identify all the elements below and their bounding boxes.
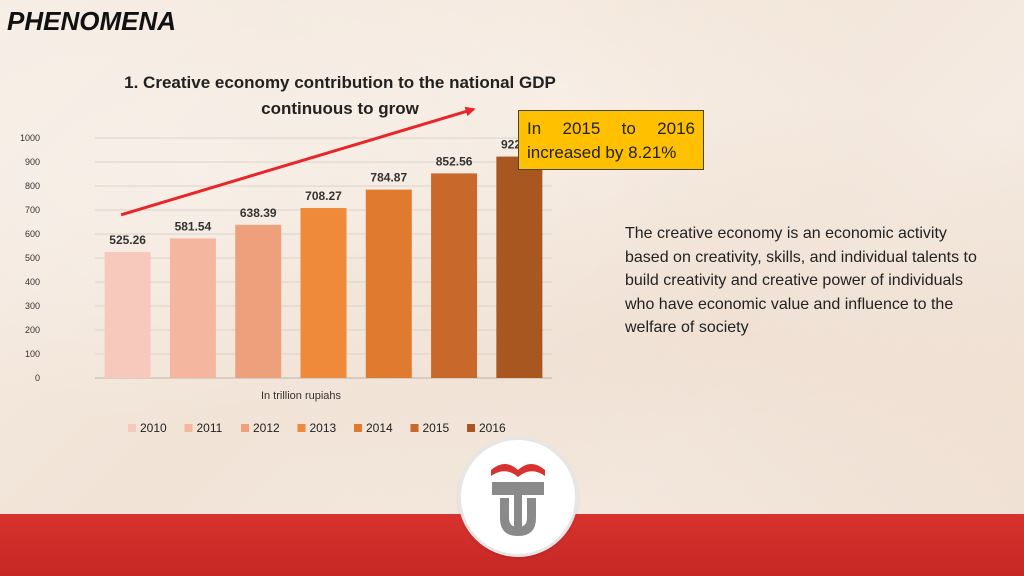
y-tick-label: 1000 xyxy=(20,133,40,143)
y-tick-label: 900 xyxy=(25,157,40,167)
legend-label-2010: 2010 xyxy=(140,421,167,435)
legend-swatch-2013 xyxy=(297,424,306,432)
legend-swatch-2012 xyxy=(241,424,249,432)
legend-label-2016: 2016 xyxy=(479,421,506,435)
y-tick-label: 400 xyxy=(25,277,40,287)
chart-title: 1. Creative economy contribution to the … xyxy=(80,70,600,122)
creative-economy-description: The creative economy is an economic acti… xyxy=(625,225,977,336)
data-label-2012: 638.39 xyxy=(240,206,277,220)
x-axis-label: In trillion rupiahs xyxy=(261,390,342,402)
data-label-2013: 708.27 xyxy=(305,189,342,203)
chart-title-line-1: 1. Creative economy contribution to the … xyxy=(124,73,556,92)
bar-2013 xyxy=(300,208,347,378)
legend-swatch-2015 xyxy=(410,424,419,432)
y-tick-label: 800 xyxy=(25,181,40,191)
y-tick-label: 600 xyxy=(25,229,40,239)
trend-arrow-line xyxy=(120,106,476,217)
y-tick-label: 500 xyxy=(25,253,40,263)
legend-label-2011: 2011 xyxy=(197,421,223,435)
y-axis-ticks: 0 100 200 300 400 500 600 700 800 900 1000 xyxy=(20,133,40,383)
y-tick-label: 200 xyxy=(25,325,40,335)
legend-swatch-2010 xyxy=(128,424,136,432)
legend-label-2012: 2012 xyxy=(253,421,280,435)
legend-swatch-2011 xyxy=(184,424,193,432)
legend-swatch-2016 xyxy=(467,424,475,432)
chart-data-labels: 525.26581.54638.39708.27784.87852.56922.… xyxy=(109,138,538,247)
bar-2012 xyxy=(235,224,282,378)
chart-legend: 2010 2011 2012 2013 2014 2015 2016 xyxy=(128,421,506,435)
data-label-2011: 581.54 xyxy=(175,219,212,233)
chart-bars xyxy=(104,156,543,378)
university-logo-icon xyxy=(461,440,575,554)
growth-callout-box: In 2015 to 2016 increased by 8.21% xyxy=(518,110,704,170)
data-label-2015: 852.56 xyxy=(436,154,473,168)
data-label-2014: 784.87 xyxy=(370,171,407,185)
callout-line-2: increased by 8.21% xyxy=(527,143,677,162)
chart-title-line-2: continuous to grow xyxy=(261,99,419,118)
data-label-2010: 525.26 xyxy=(109,233,146,247)
bar-2014 xyxy=(365,189,412,378)
y-tick-label: 0 xyxy=(35,373,40,383)
callout-line-1: In 2015 to 2016 xyxy=(527,119,695,138)
legend-swatch-2014 xyxy=(354,424,362,432)
legend-label-2014: 2014 xyxy=(366,421,393,435)
y-tick-label: 700 xyxy=(25,205,40,215)
bar-2015 xyxy=(431,173,478,378)
bar-2010 xyxy=(104,251,151,378)
legend-label-2013: 2013 xyxy=(310,421,337,435)
y-tick-label: 100 xyxy=(25,349,40,359)
slide-title: PHENOMENA xyxy=(7,6,177,36)
y-tick-label: 300 xyxy=(25,301,40,311)
bar-2011 xyxy=(169,238,216,378)
legend-label-2015: 2015 xyxy=(423,421,450,435)
bar-2016 xyxy=(496,156,543,378)
trend-arrow xyxy=(120,106,476,217)
